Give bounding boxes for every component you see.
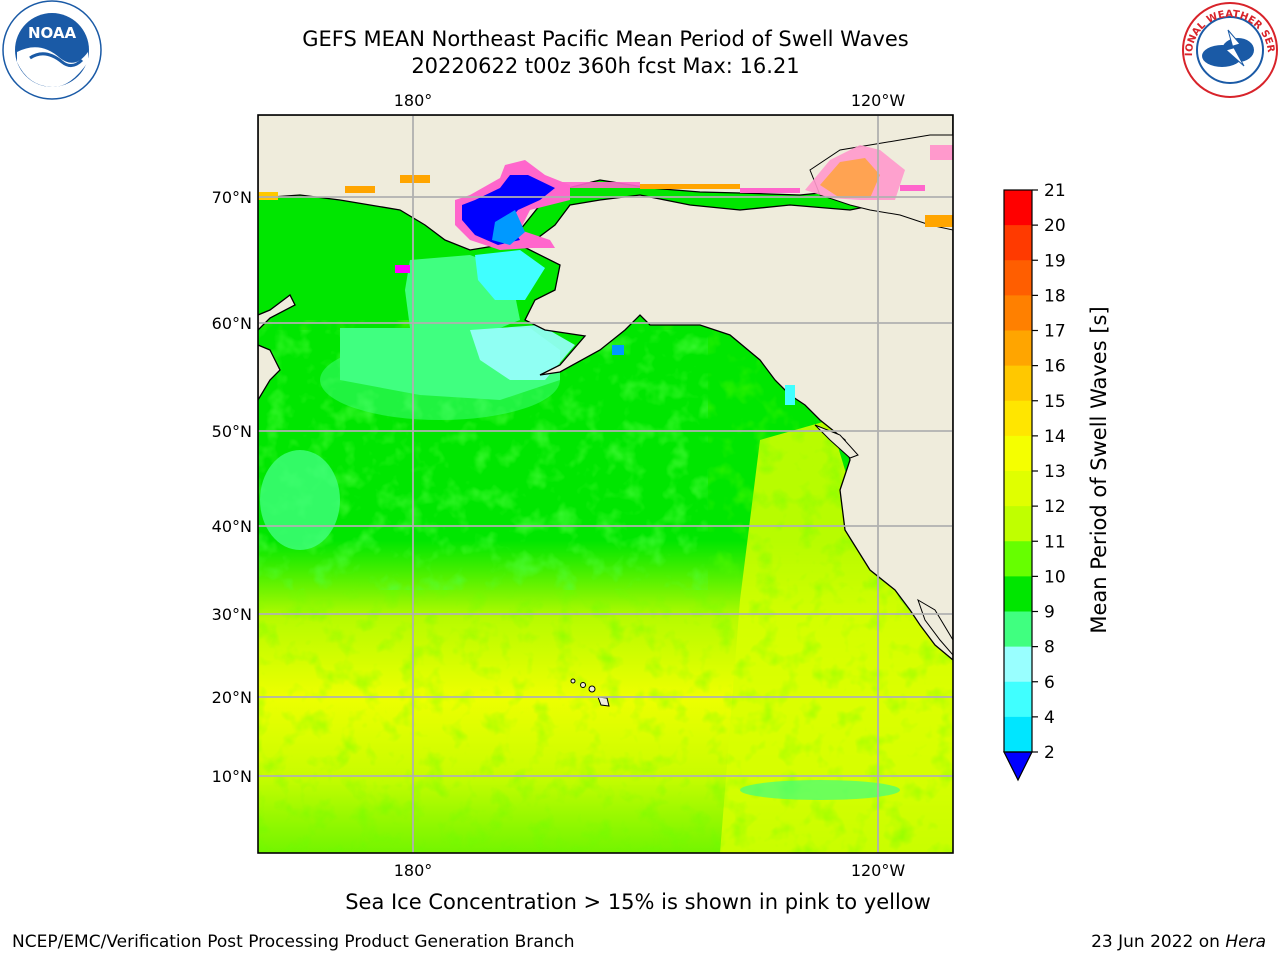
bottom-lon-label-120w: 120°W <box>851 861 906 880</box>
colorbar-tick-label: 11 <box>1044 532 1066 552</box>
bottom-lon-label-180: 180° <box>394 861 433 880</box>
mint-patch-equatorial <box>740 780 900 800</box>
colorbar-swatch <box>1004 260 1032 296</box>
colorbar-swatch <box>1004 330 1032 367</box>
colorbar-swatch <box>1004 646 1032 683</box>
ice-fringe <box>258 145 953 405</box>
colorbar-tick-label: 14 <box>1044 427 1066 447</box>
footer-credit: NCEP/EMC/Verification Post Processing Pr… <box>12 932 575 952</box>
lat-label-30n: 30°N <box>212 605 252 624</box>
mint-patch-west <box>260 450 340 550</box>
lat-label-60n: 60°N <box>212 314 252 333</box>
colorbar-tick-label: 6 <box>1044 673 1055 693</box>
colorbar-tick-label: 15 <box>1044 392 1066 412</box>
colorbar-tick-label: 16 <box>1044 357 1066 377</box>
footer-host: Hera <box>1225 932 1266 952</box>
top-lon-label-120w: 120°W <box>851 91 906 110</box>
colorbar-swatch <box>1004 471 1032 507</box>
colorbar-tick-label: 8 <box>1044 638 1055 658</box>
noaa-logo-text: NOAA <box>28 24 77 42</box>
colorbar-swatch <box>1004 506 1032 542</box>
sea-ice-note: Sea Ice Concentration > 15% is shown in … <box>345 890 931 914</box>
footer-date: 23 Jun 2022 on Hera <box>1091 932 1266 952</box>
colorbar-swatch <box>1004 611 1032 648</box>
lat-label-40n: 40°N <box>212 517 252 536</box>
colorbar-swatch <box>1004 400 1032 437</box>
bering-light-zone <box>470 325 575 380</box>
chart-title: GEFS MEAN Northeast Pacific Mean Period … <box>302 27 909 51</box>
lat-label-10n: 10°N <box>212 767 252 786</box>
colorbar-swatch <box>1004 541 1032 577</box>
colorbar-tick-label: 12 <box>1044 497 1066 517</box>
colorbar-label: Mean Period of Swell Waves [s] <box>1087 306 1111 633</box>
colorbar-tick-label: 20 <box>1044 216 1066 236</box>
colorbar-tick-label: 13 <box>1044 462 1066 482</box>
hawaii-islands <box>570 678 610 707</box>
noaa-logo: NOAA <box>2 0 102 100</box>
low-period-edge <box>492 210 525 245</box>
lat-label-70n: 70°N <box>212 188 252 207</box>
map-frame <box>257 114 954 854</box>
lat-label-20n: 20°N <box>212 688 252 707</box>
colorbar-swatch <box>1004 365 1032 402</box>
colorbar-tick-label: 21 <box>1044 181 1066 201</box>
colorbar-swatch <box>1004 295 1032 331</box>
colorbar-tick-label: 18 <box>1044 286 1066 306</box>
colorbar-swatch <box>1004 435 1032 472</box>
nws-logo: NATIONAL WEATHER SERVICE <box>1180 0 1278 98</box>
bering-strait-zone <box>475 250 545 300</box>
colorbar-swatch <box>1004 576 1032 612</box>
top-lon-label-180: 180° <box>394 91 433 110</box>
colorbar-tick-label: 17 <box>1044 322 1066 342</box>
colorbar-swatch <box>1004 681 1032 718</box>
colorbar-swatch <box>1004 716 1032 753</box>
colorbar-swatch <box>1004 190 1032 226</box>
low-period-core <box>462 175 555 245</box>
lat-label-50n: 50°N <box>212 422 252 441</box>
colorbar-tick-label: 19 <box>1044 251 1066 271</box>
colorbar-tick-label: 10 <box>1044 567 1066 587</box>
vancouver-island <box>814 424 859 459</box>
colorbar: 21 20 19 18 17 16 15 14 13 12 11 10 9 8 6 4 2 <box>1003 181 1066 782</box>
colorbar-tick-label: 9 <box>1044 603 1055 623</box>
colorbar-tick-label: 4 <box>1044 708 1055 728</box>
colorbar-swatch <box>1004 225 1032 261</box>
footer-date-text: 23 Jun 2022 on <box>1091 932 1220 952</box>
colorbar-extend-arrow <box>1003 751 1033 782</box>
colorbar-tick-label: 2 <box>1044 743 1055 763</box>
chart-subtitle: 20220622 t00z 360h fcst Max: 16.21 <box>411 54 800 78</box>
graticule <box>258 115 953 853</box>
